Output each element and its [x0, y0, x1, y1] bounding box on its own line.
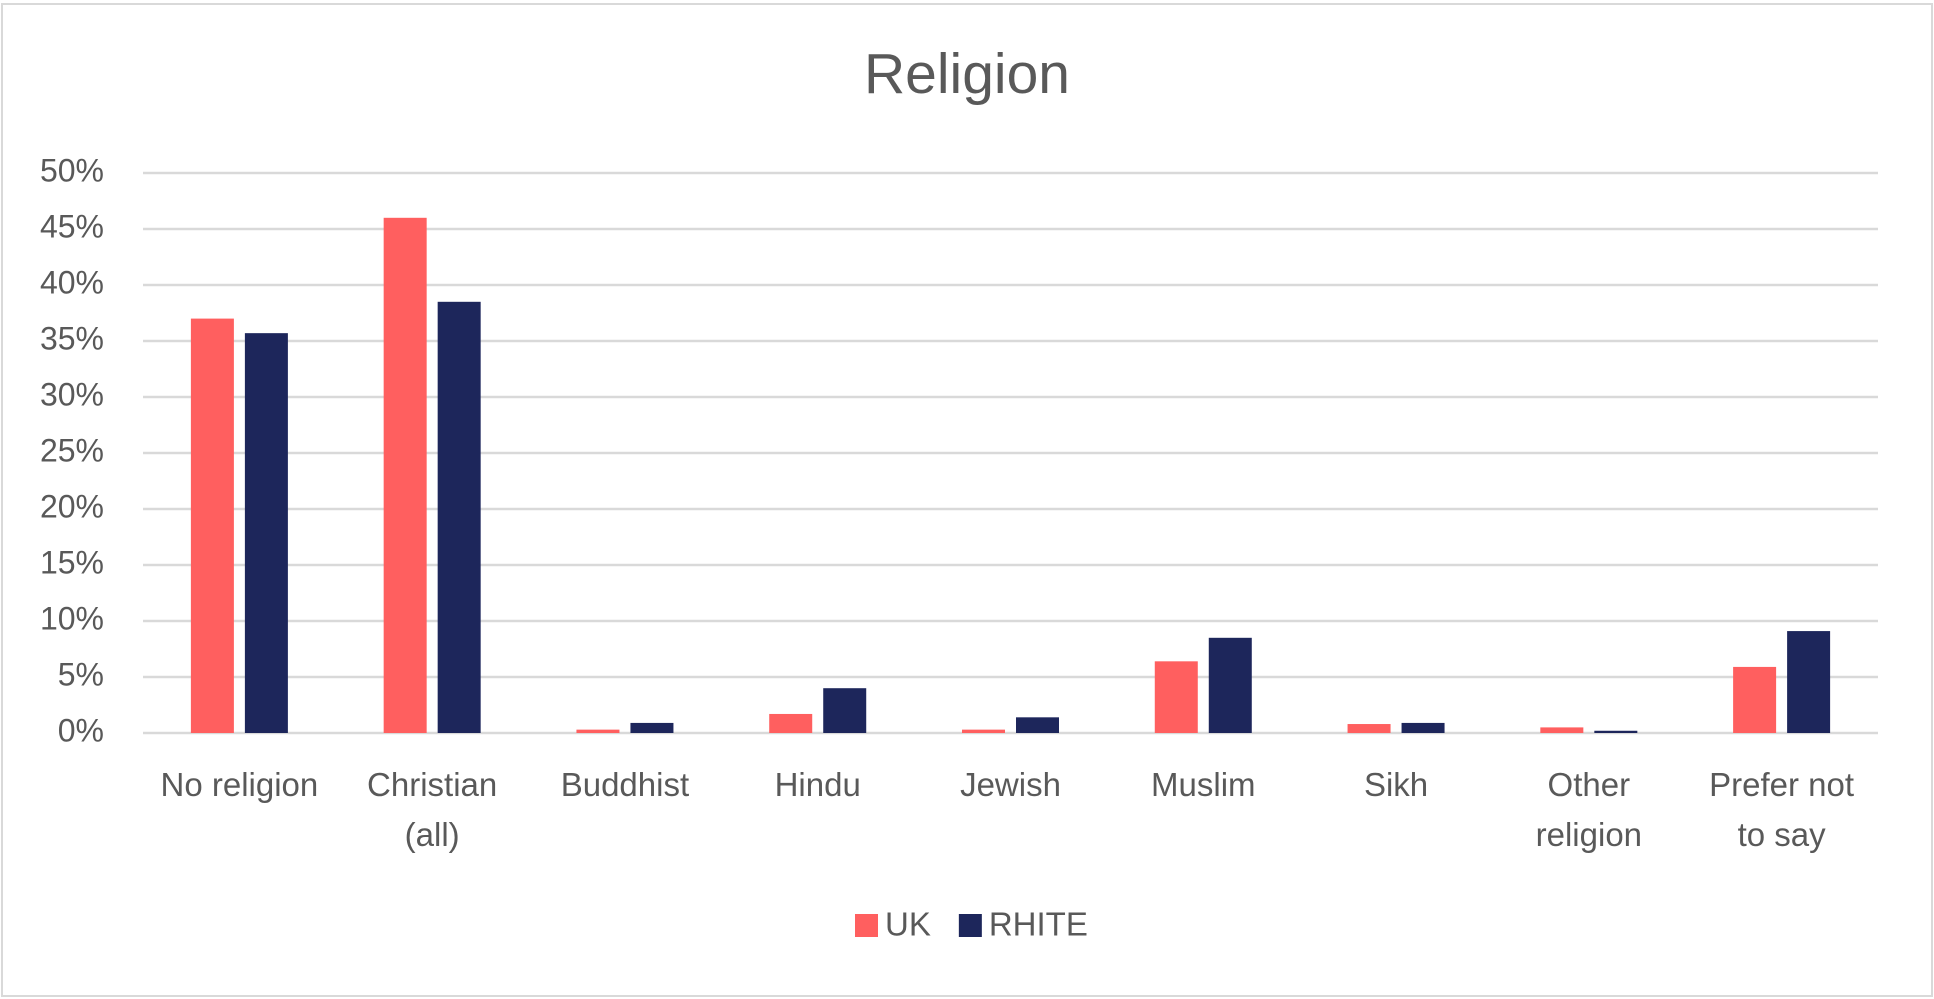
x-tick-label: Sikh: [1363, 766, 1429, 803]
x-tick-label: No religion: [160, 766, 319, 803]
bar: [383, 217, 427, 734]
bar: [576, 729, 620, 733]
bar: [1347, 724, 1391, 733]
chart-border: [1, 3, 1933, 997]
y-tick-label: 20%: [40, 488, 104, 524]
legend-label: RHITE: [989, 906, 1088, 943]
legend-label: UK: [885, 906, 931, 943]
y-tick-label: 30%: [40, 376, 104, 412]
bar: [190, 318, 234, 733]
bar: [1208, 637, 1252, 733]
x-tick-label: Prefer not to say: [1709, 766, 1855, 853]
y-tick-label: 15%: [40, 544, 104, 580]
bar: [1787, 631, 1831, 733]
bar: [1594, 730, 1638, 733]
y-tick-label: 40%: [40, 264, 104, 300]
bar: [962, 729, 1005, 733]
y-tick-label: 10%: [40, 600, 104, 636]
legend-swatch: [855, 914, 878, 937]
chart-title: Religion: [864, 42, 1070, 106]
x-tick-label: Christian (all): [367, 766, 498, 853]
x-tick-label: Muslim: [1151, 766, 1256, 803]
bar: [1540, 727, 1584, 733]
bar: [1733, 666, 1777, 733]
bar: [244, 333, 288, 733]
bar: [1016, 717, 1059, 733]
y-tick-label: 5%: [58, 656, 104, 692]
bar: [823, 688, 867, 733]
bar: [437, 301, 481, 733]
x-tick-label: Hindu: [774, 766, 861, 803]
bar: [630, 722, 674, 733]
bar: [1154, 661, 1198, 733]
y-tick-label: 25%: [40, 432, 104, 468]
legend-swatch: [958, 914, 982, 937]
x-tick-label: Buddhist: [560, 766, 690, 803]
x-tick-label: Jewish: [960, 766, 1061, 803]
y-tick-label: 0%: [58, 712, 104, 748]
bar: [1401, 722, 1445, 733]
y-tick-label: 45%: [40, 208, 104, 244]
x-tick-label: Other religion: [1535, 766, 1643, 853]
y-tick-label: 50%: [40, 152, 104, 188]
bar: [769, 713, 813, 733]
y-tick-label: 35%: [40, 320, 104, 356]
